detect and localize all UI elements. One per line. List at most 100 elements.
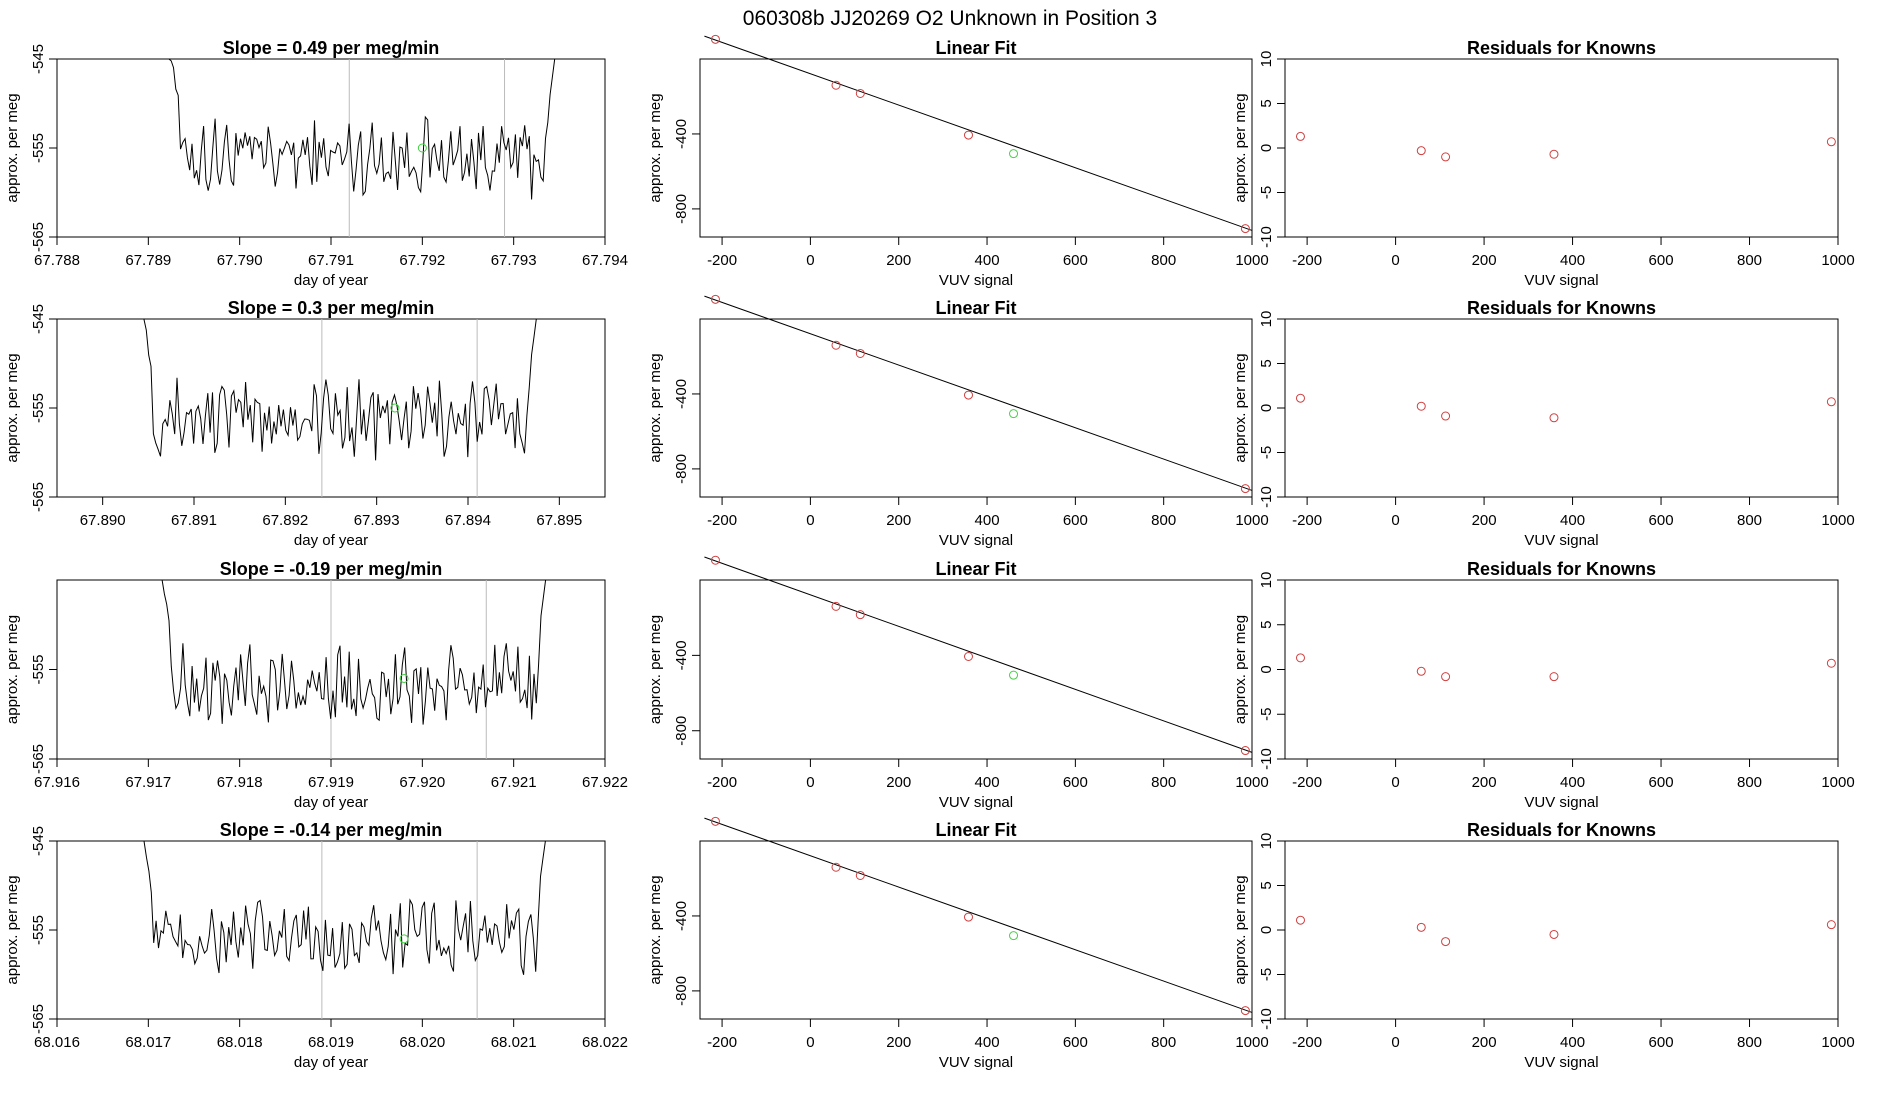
y-axis-label: approx. per meg [647, 93, 664, 202]
x-tick-label: 67.894 [445, 512, 491, 529]
x-tick-label: 67.792 [399, 252, 445, 269]
x-tick-label: 67.788 [34, 252, 80, 269]
x-tick-label: -200 [1292, 774, 1322, 791]
x-tick-label: 200 [886, 1034, 911, 1051]
residual-point [1416, 666, 1426, 676]
known-point [1240, 484, 1250, 494]
x-tick-label: 68.016 [34, 1034, 80, 1051]
y-tick-label: 0 [1258, 144, 1275, 152]
residual-point [1549, 929, 1559, 939]
x-tick-label: 1000 [1821, 1034, 1854, 1051]
y-tick-label: -10 [1258, 748, 1275, 770]
x-tick-label: 400 [1560, 252, 1585, 269]
x-tick-label: 67.922 [582, 774, 628, 791]
x-tick-label: 67.793 [491, 252, 537, 269]
x-tick-label: 67.791 [308, 252, 354, 269]
y-tick-label: 5 [1258, 621, 1275, 629]
y-axis-label: approx. per meg [647, 353, 664, 462]
trace-line [139, 318, 542, 461]
x-tick-label: 68.017 [125, 1034, 171, 1051]
x-tick-label: 600 [1063, 774, 1088, 791]
x-tick-label: 800 [1151, 252, 1176, 269]
main-title: 060308b JJ20269 O2 Unknown in Position 3 [743, 7, 1157, 30]
y-tick-label: -565 [30, 1004, 47, 1034]
residual-point [1441, 672, 1451, 682]
y-axis-label: approx. per meg [1232, 353, 1249, 462]
residual-point [1295, 393, 1305, 403]
y-axis-label: approx. per meg [1232, 615, 1249, 724]
residual-point [1441, 152, 1451, 162]
y-axis-label: approx. per meg [647, 875, 664, 984]
x-axis-label: VUV signal [1524, 794, 1598, 811]
y-tick-label: -10 [1258, 226, 1275, 248]
x-tick-label: 1000 [1821, 252, 1854, 269]
x-tick-label: -200 [707, 512, 737, 529]
panel-title: Slope = 0.3 per meg/min [228, 298, 435, 318]
fit-line [704, 817, 1253, 1013]
panels: Slope = 0.49 per meg/min 67.788 67.789 67.7… [4, 34, 1855, 1071]
x-tick-label: 67.794 [582, 252, 628, 269]
known-point [710, 294, 720, 304]
x-tick-label: 400 [1560, 774, 1585, 791]
x-tick-label: 600 [1649, 774, 1674, 791]
fit-line [704, 35, 1253, 231]
x-tick-label: 800 [1737, 1034, 1762, 1051]
x-axis-label: VUV signal [939, 532, 1013, 549]
plot-frame [1284, 840, 1839, 1020]
y-tick-label: -555 [30, 393, 47, 423]
x-tick-label: 600 [1649, 512, 1674, 529]
x-tick-label: 1000 [1235, 774, 1268, 791]
y-axis-label: approx. per meg [4, 353, 21, 462]
y-tick-label: -555 [30, 915, 47, 945]
x-tick-label: 1000 [1235, 1034, 1268, 1051]
y-tick-label: -10 [1258, 486, 1275, 508]
y-tick-label: -565 [30, 482, 47, 512]
y-tick-label: -565 [30, 744, 47, 774]
x-tick-label: 68.020 [399, 1034, 445, 1051]
panel-title: Residuals for Knowns [1467, 38, 1656, 58]
known-point [963, 390, 973, 400]
x-tick-label: 68.022 [582, 1034, 628, 1051]
x-tick-label: 800 [1151, 1034, 1176, 1051]
residual-point [1549, 672, 1559, 682]
y-tick-label: -5 [1258, 446, 1275, 459]
plot-frame [699, 58, 1253, 238]
x-tick-label: 0 [1391, 1034, 1399, 1051]
plot-frame [56, 318, 606, 498]
x-axis-label: VUV signal [939, 1054, 1013, 1071]
plot-frame [56, 840, 606, 1020]
plot-frame [699, 579, 1253, 760]
known-point [831, 340, 841, 350]
panel-title: Residuals for Knowns [1467, 820, 1656, 840]
x-axis-label: VUV signal [1524, 272, 1598, 289]
known-point [855, 870, 865, 880]
x-axis-label: VUV signal [939, 794, 1013, 811]
y-tick-label: -400 [673, 119, 690, 149]
x-tick-label: 800 [1737, 252, 1762, 269]
x-axis-label: day of year [294, 532, 368, 549]
unknown-point [1009, 931, 1019, 941]
y-tick-label: -800 [673, 454, 690, 484]
known-point [710, 555, 720, 565]
known-point [1240, 746, 1250, 756]
y-axis-label: approx. per meg [647, 615, 664, 724]
residual-point [1295, 131, 1305, 141]
plot-frame [1284, 58, 1839, 238]
x-tick-label: 67.918 [217, 774, 263, 791]
residual-point [1549, 149, 1559, 159]
known-point [1240, 224, 1250, 234]
x-tick-label: 67.893 [354, 512, 400, 529]
y-tick-label: -10 [1258, 1008, 1275, 1030]
plot-frame [56, 58, 606, 238]
x-tick-label: 200 [1472, 252, 1497, 269]
x-tick-label: 67.921 [491, 774, 537, 791]
x-tick-label: 200 [1472, 512, 1497, 529]
x-tick-label: 68.019 [308, 1034, 354, 1051]
x-tick-label: 400 [975, 1034, 1000, 1051]
residual-point [1416, 146, 1426, 156]
x-axis-label: VUV signal [1524, 532, 1598, 549]
x-axis-label: day of year [294, 794, 368, 811]
x-tick-label: 0 [806, 1034, 814, 1051]
y-tick-label: 10 [1258, 572, 1275, 589]
y-tick-label: 5 [1258, 359, 1275, 367]
